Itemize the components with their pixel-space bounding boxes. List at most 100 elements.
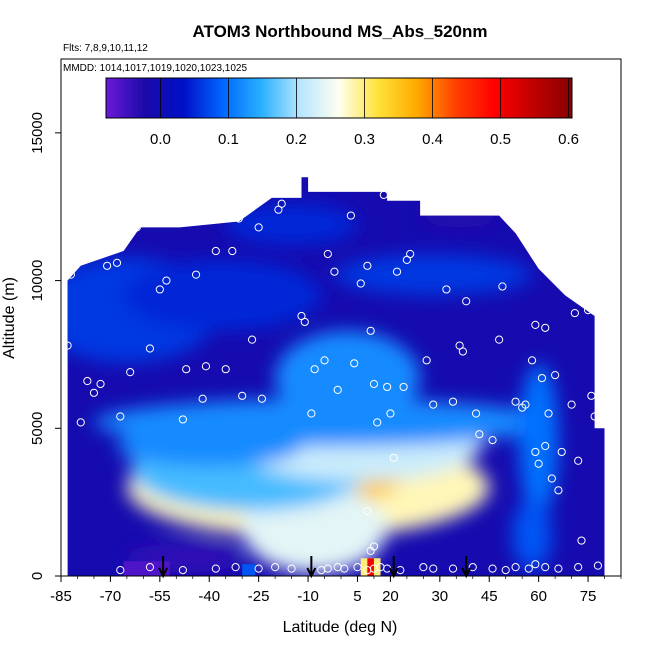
colorbar-tick-label: 0.0 [150,131,171,148]
sample-point [320,356,329,365]
sample-point [310,365,319,374]
sample-point [103,261,112,270]
colorbar-ticks: 0.0 0.1 0.2 0.3 0.4 0.5 0.6 [150,78,579,148]
sample-point [271,563,280,572]
sample-point [501,565,510,575]
colorbar-tick-label: 0.5 [490,131,511,148]
heatmap-blob [518,363,559,517]
x-axis: -85 -70 -55 -40 -25 -10 5 20 30 45 60 75 [50,576,622,605]
x-tick-label: -10 [297,588,319,605]
sample-point [422,356,431,365]
colorbar-tick-label: 0.6 [558,131,579,148]
sample-point [541,441,550,451]
x-tick-label: -40 [198,588,220,605]
sample-point [567,400,576,409]
sample-point [462,297,471,306]
sample-point [369,542,379,551]
sample-point [363,506,372,516]
sample-point [191,270,201,279]
sample-point [488,564,497,573]
heatmap-blob [420,203,500,228]
sample-point [524,564,533,573]
colorbar-tick-label: 0.1 [218,131,239,148]
x-tick-label: 5 [353,588,361,605]
sample-point [346,211,355,220]
sample-point [353,563,362,572]
sample-point [238,391,247,400]
sample-point [448,397,458,406]
sample-point [132,223,141,232]
sample-point [254,223,263,232]
y-tick-label: 0 [29,572,46,580]
sample-point [574,456,583,465]
sample-point [373,418,382,427]
sample-point [211,564,220,573]
sample-point [541,323,550,332]
sample-point [570,308,579,318]
sample-point [116,565,125,575]
x-tick-label: -25 [248,588,270,605]
sample-point [554,486,563,495]
colorbar-tick-label: 0.4 [422,131,443,148]
sample-point [392,267,402,276]
sample-point [429,564,438,573]
sample-point [323,564,332,573]
x-tick-label: 30 [431,588,448,605]
x-tick-label: 60 [530,588,547,605]
x-tick-label: 20 [382,588,399,605]
sample-point [366,326,375,335]
heatmap-field [67,177,605,576]
sample-point [511,397,520,406]
sample-point [475,430,484,439]
colorbar-tick-label: 0.3 [354,131,375,148]
heatmap-blob [334,253,533,296]
flights-note: Flts: 7,8,9,10,11,12 [63,43,148,54]
sample-point [330,267,339,276]
sample-point [389,453,398,462]
sample-point [211,246,220,256]
y-tick-label: 15000 [29,112,46,154]
sample-point [247,335,257,344]
sample-point [198,394,207,403]
sample-point [116,412,125,421]
colorbar-tick-label: 0.2 [286,131,307,148]
x-tick-label: -70 [100,588,122,605]
sample-point [257,394,267,403]
sample-point [126,368,135,377]
sample-point [379,190,388,199]
sample-point [495,335,504,344]
sample-points [63,181,603,575]
x-tick-label: 45 [481,588,498,605]
sample-point [386,409,395,418]
sample-point [145,563,155,572]
sample-point [504,214,514,223]
sample-point [488,436,497,445]
sample-point [145,344,155,353]
sample-point [333,563,342,572]
sample-point [300,317,309,327]
sample-point [531,320,540,329]
x-axis-label: Latitude (deg N) [283,619,398,636]
sample-point [96,379,105,389]
sample-point [448,564,458,573]
sample-point [350,359,359,368]
y-axis: 0 5000 10000 15000 [29,112,61,580]
x-tick-label: -55 [149,588,171,605]
heatmap-envelope [67,177,605,576]
sample-point [442,285,451,294]
sample-point [458,347,467,356]
colorbar-box [105,77,573,119]
sample-point [323,249,332,259]
sample-point [254,564,263,573]
dates-note: MMDD: 1014,1017,1019,1020,1023,1025 [63,63,247,74]
sample-point [531,447,540,457]
sample-point [471,409,481,418]
sample-point [583,306,593,315]
sample-point [231,563,240,572]
sample-point [290,181,299,191]
sample-point [547,474,556,483]
sample-point [333,385,342,394]
sample-point [228,246,237,256]
sample-point [287,564,296,573]
sample-point [83,376,92,386]
